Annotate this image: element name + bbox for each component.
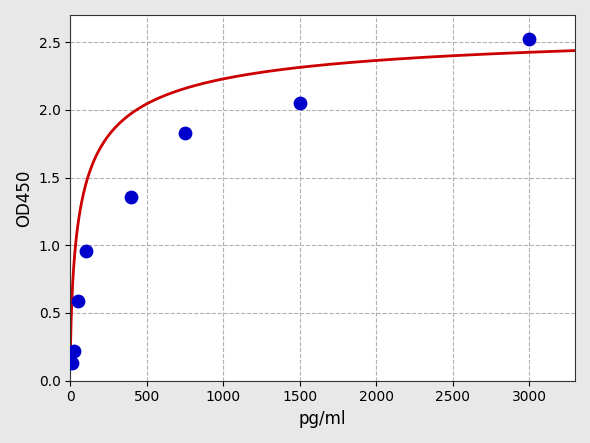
Point bbox=[81, 247, 90, 254]
Y-axis label: OD450: OD450 bbox=[15, 169, 33, 226]
Point bbox=[525, 36, 534, 43]
Point bbox=[67, 360, 77, 367]
Point bbox=[73, 297, 83, 304]
Point bbox=[181, 129, 190, 136]
X-axis label: pg/ml: pg/ml bbox=[299, 410, 346, 428]
Point bbox=[70, 347, 79, 354]
Point bbox=[127, 193, 136, 200]
Point bbox=[295, 100, 304, 107]
